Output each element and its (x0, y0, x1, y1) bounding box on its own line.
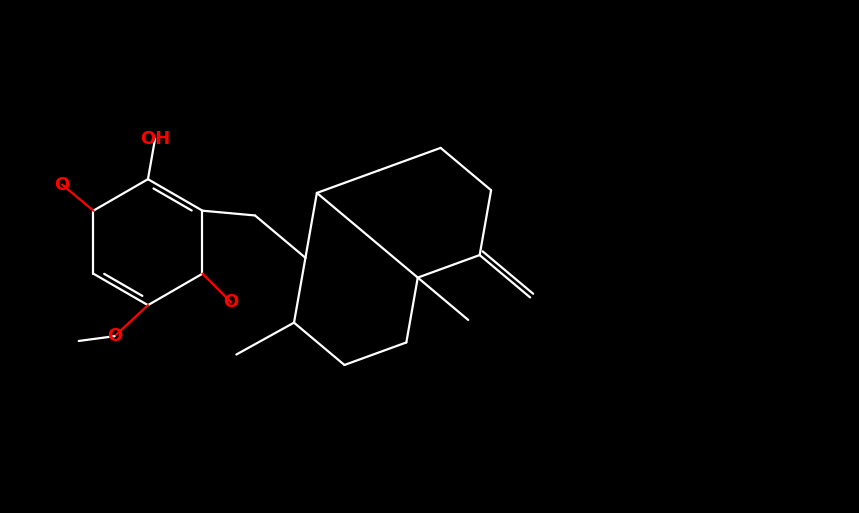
Text: O: O (107, 327, 122, 345)
Text: O: O (223, 293, 239, 311)
Text: OH: OH (140, 130, 170, 148)
Text: O: O (55, 176, 70, 194)
